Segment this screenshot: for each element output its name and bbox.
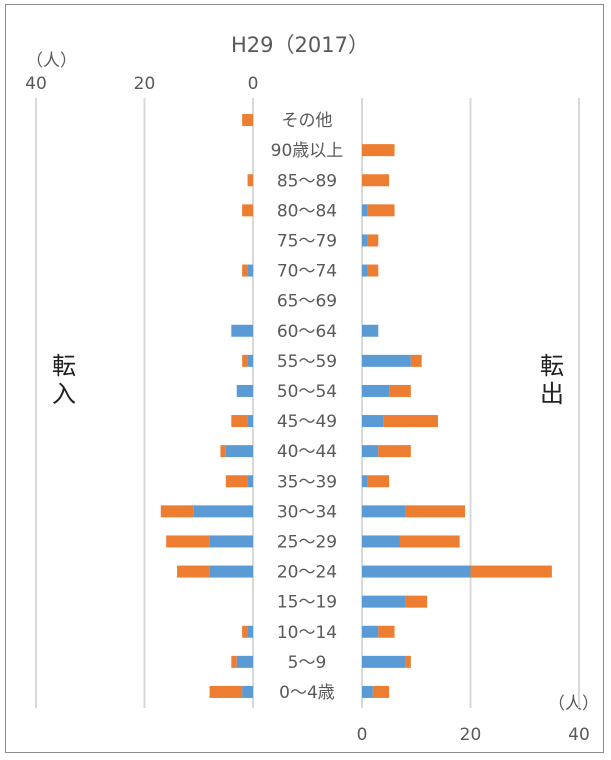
out-series2-bar (378, 445, 411, 458)
in-series2-bar (231, 655, 237, 668)
out-series2-bar (372, 685, 390, 698)
in-series1-bar (209, 535, 253, 548)
category-label: 30～34 (277, 502, 337, 522)
chart-frame (5, 4, 604, 753)
in-series2-bar (225, 475, 248, 488)
out-series1-bar (362, 204, 368, 217)
category-label: 55～59 (277, 352, 337, 372)
left-unit-label: （人） (26, 51, 77, 71)
category-label: その他 (282, 111, 333, 131)
out-side-label: 転出 (540, 352, 564, 408)
in-series1-bar (247, 625, 253, 638)
out-series2-bar (378, 625, 395, 638)
category-label: 20～24 (277, 563, 337, 583)
category-label: 40～44 (277, 442, 337, 462)
out-series1-bar (362, 685, 373, 698)
left-tick-label: 20 (134, 74, 156, 94)
in-series2-bar (177, 565, 210, 578)
in-series1-bar (225, 445, 253, 458)
out-series2-bar (367, 234, 379, 247)
in-series1-bar (231, 324, 253, 337)
in-series2-bar (160, 505, 194, 518)
category-label: 80～84 (277, 201, 337, 221)
out-series2-bar (470, 565, 552, 578)
out-series1-bar (362, 625, 379, 638)
out-series1-bar (362, 324, 379, 337)
out-series1-bar (362, 475, 368, 488)
left-tick-label: 0 (248, 74, 259, 94)
out-series2-bar (383, 415, 438, 428)
out-series2-bar (399, 535, 460, 548)
out-series2-bar (405, 655, 411, 668)
out-series1-bar (362, 595, 406, 608)
category-label: 5～9 (288, 653, 327, 673)
out-series2-bar (367, 475, 390, 488)
out-series1-bar (362, 264, 368, 277)
out-series1-bar (362, 354, 411, 367)
left-tick-label: 40 (25, 74, 47, 94)
in-series2-bar (242, 354, 248, 367)
out-series2-bar (410, 354, 422, 367)
in-series1-bar (209, 565, 253, 578)
in-series2-bar (166, 535, 210, 548)
in-series2-bar (209, 685, 243, 698)
in-side-label: 転入 (52, 352, 76, 408)
category-label: 85～89 (277, 171, 337, 191)
in-series2-bar (242, 625, 248, 638)
out-series2-bar (362, 144, 395, 157)
category-label: 25～29 (277, 532, 337, 552)
out-series2-bar (367, 204, 395, 217)
out-series1-bar (362, 445, 379, 458)
out-series2-bar (362, 174, 390, 187)
out-series1-bar (362, 565, 471, 578)
category-label: 90歳以上 (271, 141, 344, 161)
category-label: 45～49 (277, 412, 337, 432)
in-series2-bar (242, 114, 253, 127)
category-label: 70～74 (277, 262, 337, 282)
out-series1-bar (362, 535, 400, 548)
in-series2-bar (242, 204, 253, 217)
in-series1-bar (236, 655, 253, 668)
in-series1-bar (193, 505, 253, 518)
out-series1-bar (362, 655, 406, 668)
category-label: 10～14 (277, 623, 337, 643)
category-label: 60～64 (277, 322, 337, 342)
in-series1-bar (247, 264, 253, 277)
out-series1-bar (362, 415, 384, 428)
out-series2-bar (367, 264, 379, 277)
in-series1-bar (242, 685, 253, 698)
right-tick-label: 0 (357, 725, 368, 745)
category-label: 75～79 (277, 231, 337, 251)
in-series2-bar (231, 415, 248, 428)
in-series1-bar (247, 354, 253, 367)
out-series1-bar (362, 505, 406, 518)
out-series1-bar (362, 234, 368, 247)
category-label: 50～54 (277, 382, 337, 402)
right-unit-label: （人） (548, 694, 599, 714)
in-series1-bar (247, 415, 253, 428)
out-series1-bar (362, 384, 390, 397)
category-label: 0～4歳 (279, 683, 335, 703)
in-series1-bar (236, 384, 253, 397)
right-tick-label: 40 (568, 725, 590, 745)
chart-title: H29（2017） (231, 33, 369, 57)
category-label: 15～19 (277, 593, 337, 613)
right-tick-label: 20 (460, 725, 482, 745)
category-label: 35～39 (277, 472, 337, 492)
in-series2-bar (242, 264, 248, 277)
out-series2-bar (389, 384, 411, 397)
in-series1-bar (247, 475, 253, 488)
out-series2-bar (405, 595, 428, 608)
category-label: 65～69 (277, 292, 337, 312)
in-series2-bar (220, 445, 226, 458)
in-series2-bar (247, 174, 253, 187)
out-series2-bar (405, 505, 466, 518)
